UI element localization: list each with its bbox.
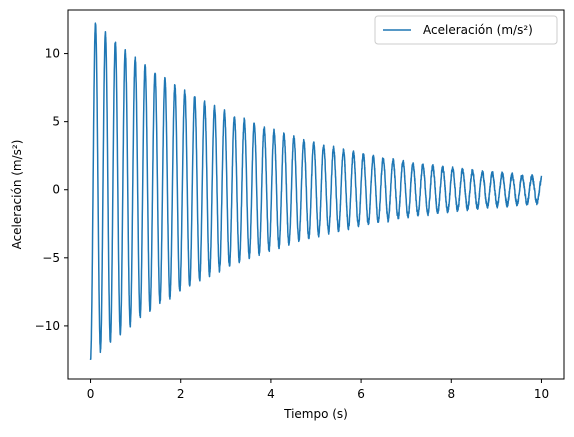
series-line-aceleracion: [89, 22, 543, 361]
y-tick-label: 0: [52, 183, 60, 197]
x-tick-label: 6: [357, 387, 365, 401]
x-axis: 0 2 4 6 8 10: [87, 379, 549, 401]
x-tick-label: 2: [177, 387, 185, 401]
y-tick-label: −10: [35, 319, 60, 333]
x-tick-label: 10: [534, 387, 549, 401]
y-tick-label: −5: [42, 251, 60, 265]
plot-area-frame: [67, 9, 565, 380]
y-tick-label: 5: [52, 115, 60, 129]
y-axis: −10 −5 0 5 10: [35, 47, 68, 333]
legend-box: [374, 15, 558, 45]
legend: Aceleración (m/s²): [374, 15, 558, 45]
legend-entry-label: Aceleración (m/s²): [423, 23, 533, 37]
y-axis-label: Aceleración (m/s²): [10, 140, 24, 250]
x-tick-label: 0: [87, 387, 95, 401]
y-tick-label: 10: [45, 47, 60, 61]
x-tick-label: 8: [447, 387, 455, 401]
x-tick-label: 4: [267, 387, 275, 401]
x-axis-label: Tiempo (s): [283, 407, 348, 421]
